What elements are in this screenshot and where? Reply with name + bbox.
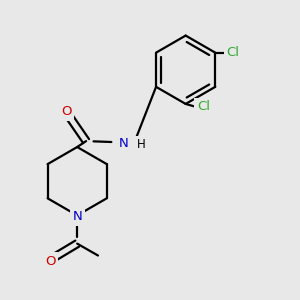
Text: H: H xyxy=(137,138,146,151)
Text: O: O xyxy=(61,106,71,118)
Text: O: O xyxy=(45,255,56,268)
Text: N: N xyxy=(118,137,128,150)
Text: Cl: Cl xyxy=(226,46,240,59)
Text: Cl: Cl xyxy=(197,100,210,113)
Text: N: N xyxy=(72,210,82,224)
